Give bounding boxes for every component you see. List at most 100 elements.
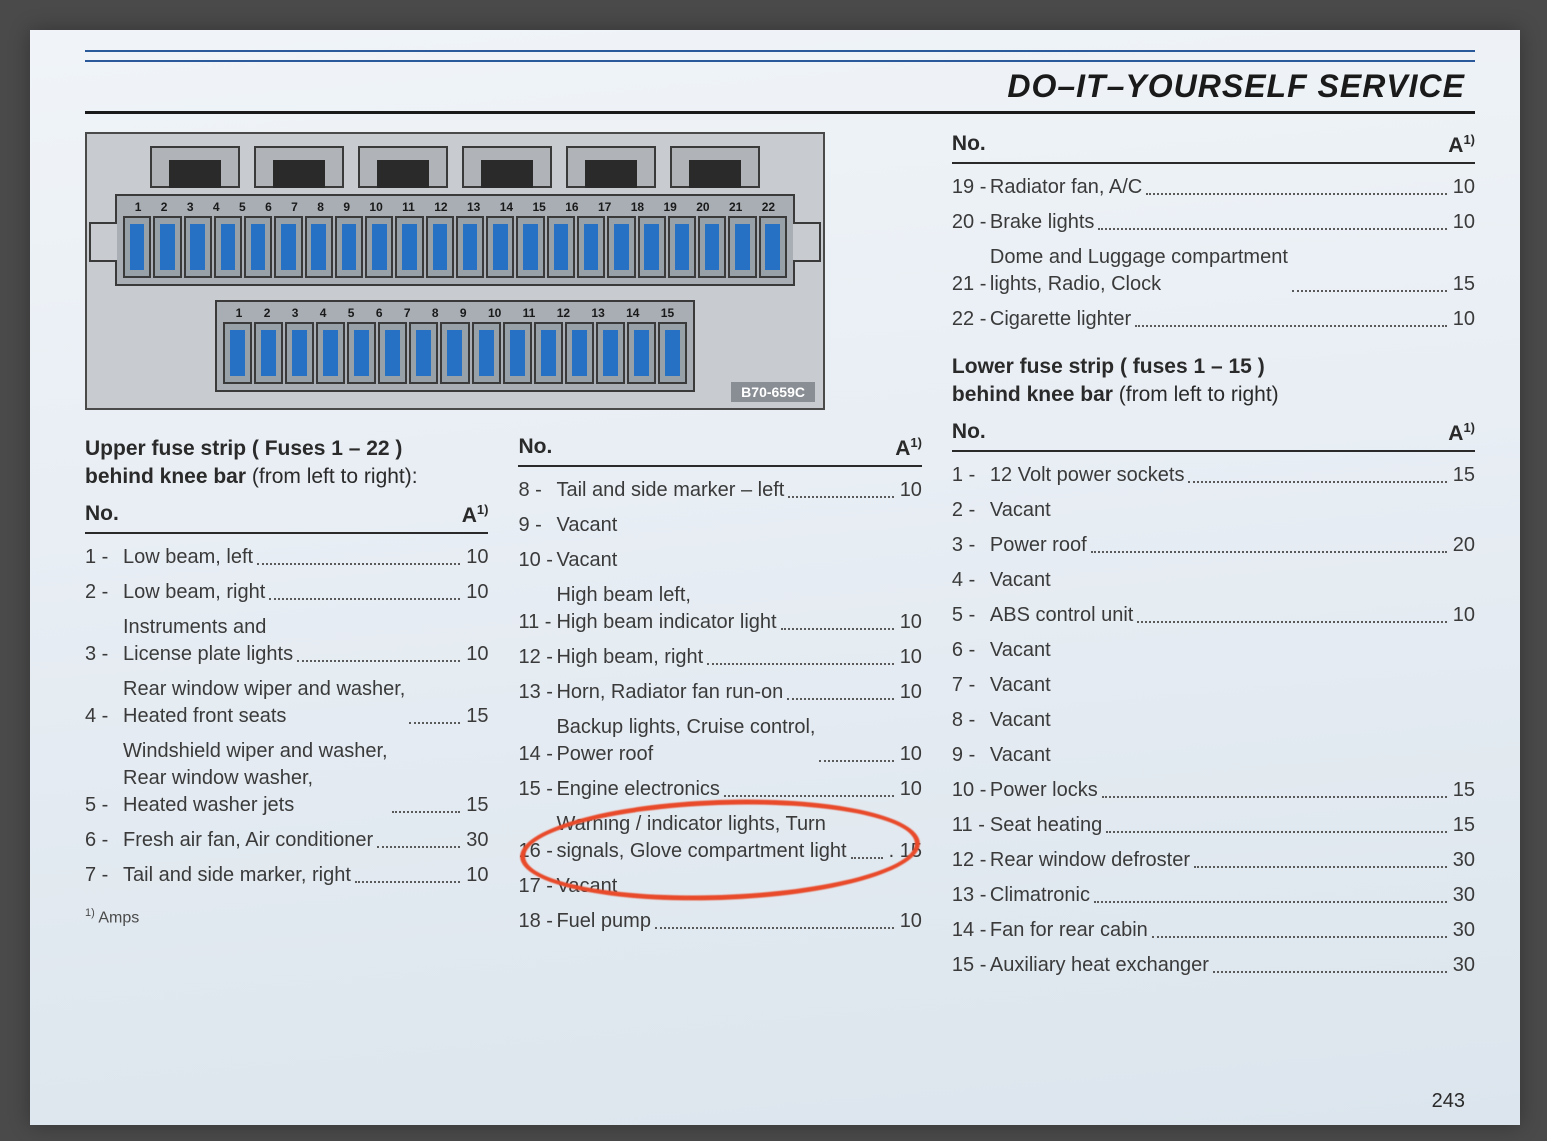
fuse-item-number: 1 - [85,544,123,571]
fuse-item: 5 -ABS control unit10 [952,602,1475,629]
fuse-item-label: Vacant [990,497,1051,524]
fuse-list-lower: 1 -12 Volt power sockets152 -Vacant3 -Po… [952,462,1475,979]
fuse-slot [184,216,212,278]
fuse-number: 20 [696,200,709,214]
fuse-item-number: 13 - [952,882,990,909]
column-left: 12345678910111213141516171819202122 1234… [85,132,922,987]
fuse-slot [472,322,501,384]
fuse-item: 18 -Fuel pump10 [518,908,921,935]
fuse-slot [658,322,687,384]
leader-dots [819,760,893,762]
fuse-number: 18 [631,200,644,214]
fuse-item-number: 8 - [952,707,990,734]
fuse-item: 5 -Windshield wiper and washer,Rear wind… [85,738,488,819]
fuse-item-number: 4 - [85,703,123,730]
fuse-item-label: Low beam, right [123,579,265,606]
leader-dots [707,663,893,665]
fuse-number: 7 [404,306,411,320]
fuse-item-amps: 15 [1453,462,1475,489]
fuse-item: 19 -Radiator fan, A/C10 [952,174,1475,201]
leader-dots [1137,621,1446,623]
fuse-item: 7 -Vacant [952,672,1475,699]
fuse-number: 2 [161,200,168,214]
fuse-item: 3 -Instruments andLicense plate lights10 [85,614,488,668]
fuse-item-amps: 30 [1453,882,1475,909]
fuse-item-amps: 10 [900,776,922,803]
fuse-item-label: Vacant [990,707,1051,734]
fuse-item-number: 17 - [518,873,556,900]
fuse-item-label: High beam, right [556,644,703,671]
fuse-slot [728,216,756,278]
leader-dots [1091,551,1447,553]
fuse-slot [153,216,181,278]
fuse-item-label: Vacant [556,547,617,574]
fuse-item-label: ABS control unit [990,602,1133,629]
fuse-item-number: 3 - [85,641,123,668]
fuse-item-label: Low beam, left [123,544,253,571]
fuse-item-label: Power locks [990,777,1098,804]
leader-dots [297,660,460,662]
fuse-item-amps: 10 [900,609,922,636]
fuse-item-number: 10 - [518,547,556,574]
fuse-item-amps: 10 [1453,174,1475,201]
fuse-item-label: Vacant [556,512,617,539]
fuse-number: 1 [135,200,142,214]
leader-dots [1098,228,1446,230]
fuse-number: 22 [762,200,775,214]
manual-page: DO–IT–YOURSELF SERVICE 12345678910111213… [30,30,1520,1125]
fuse-item-amps: 10 [900,679,922,706]
fuse-item: 15 -Auxiliary heat exchanger30 [952,952,1475,979]
fuse-slot [698,216,726,278]
fuse-item: 10 -Vacant [518,547,921,574]
leader-dots [377,846,460,848]
fuse-item-label: Rear window defroster [990,847,1190,874]
fuse-item-amps: 10 [900,741,922,768]
fuse-item: 21 -Dome and Luggage compartmentlights, … [952,244,1475,298]
fuse-number: 6 [265,200,272,214]
upper-fuse-row [123,216,787,278]
fuse-slot [516,216,544,278]
fuse-item: 1 -12 Volt power sockets15 [952,462,1475,489]
fuse-item: 20 -Brake lights10 [952,209,1475,236]
fuse-number: 13 [467,200,480,214]
fuse-number: 9 [343,200,350,214]
fuse-number: 14 [626,306,639,320]
fuse-slot [305,216,333,278]
upper-section-title: Upper fuse strip ( Fuses 1 – 22 ) behind… [85,435,488,492]
fuse-item-number: 18 - [518,908,556,935]
fuse-item-number: 1 - [952,462,990,489]
lower-section-title: Lower fuse strip ( fuses 1 – 15 ) behind… [952,353,1475,410]
fuse-slot [759,216,787,278]
leader-dots [1135,325,1447,327]
fuse-item-number: 6 - [952,637,990,664]
upper-section-b: No. A1) 8 -Tail and side marker – left10… [518,435,921,943]
fuse-item: 8 -Vacant [952,707,1475,734]
fuse-slot [565,322,594,384]
relay-slot [566,146,656,188]
fuse-slot [426,216,454,278]
fuse-slot [668,216,696,278]
fuse-item: 2 -Vacant [952,497,1475,524]
fuse-item: 4 -Rear window wiper and washer,Heated f… [85,676,488,730]
fuse-item-amps: 10 [900,477,922,504]
fuse-item-number: 5 - [952,602,990,629]
fuse-number: 8 [317,200,324,214]
fuse-number: 6 [376,306,383,320]
top-rule [85,50,1475,56]
leader-dots [1146,193,1447,195]
leader-dots [781,628,894,630]
fuse-item-number: 11 - [518,609,556,636]
fuse-number: 15 [661,306,674,320]
fuse-item-number: 21 - [952,271,990,298]
relay-slot [358,146,448,188]
fuse-number: 12 [557,306,570,320]
fuse-item-label: Brake lights [990,209,1095,236]
fuse-item-label: Tail and side marker – left [556,477,784,504]
fuse-item: 17 -Vacant [518,873,921,900]
fuse-item-number: 14 - [952,917,990,944]
fuse-item-label: Warning / indicator lights, Turnsignals,… [556,811,846,865]
fuse-slot [486,216,514,278]
leader-dots [1188,481,1446,483]
fuse-slot [440,322,469,384]
fuse-item: 15 -Engine electronics10 [518,776,921,803]
